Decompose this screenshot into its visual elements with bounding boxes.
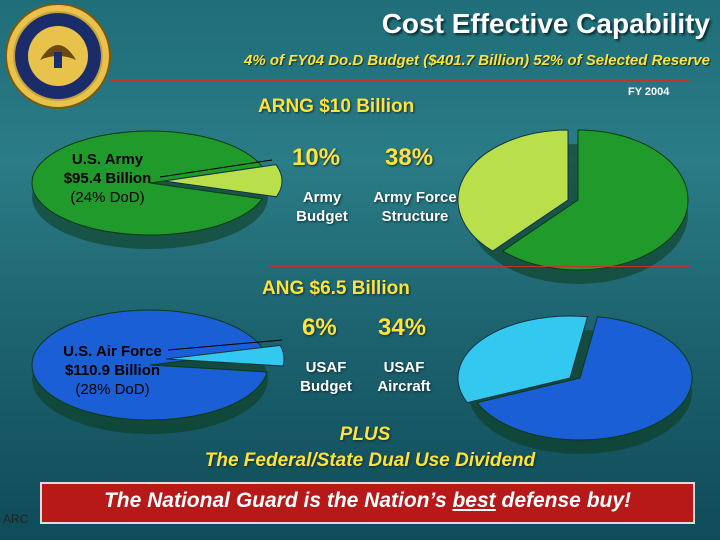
footer-label: ARC: [3, 512, 29, 526]
ang-pct2-label: USAF Aircraft: [364, 358, 444, 396]
ang-pct2-label-line1: USAF: [383, 359, 425, 376]
af-label-line2: $110.9 Billion: [64, 362, 161, 379]
leader-line-army: [159, 159, 273, 178]
army-label-line3: (24% DoD): [70, 189, 145, 206]
army-pie-label: U.S. Army $95.4 Billion (24% DoD): [50, 150, 165, 207]
army-budget-pie-slice-rest: [31, 130, 264, 236]
af-budget-pie-slice-rest: [31, 309, 268, 421]
army-label-line1: U.S. Army: [71, 151, 144, 168]
army-label-line2: $95.4 Billion: [63, 170, 152, 187]
banner-emph: best: [452, 489, 496, 512]
arng-pct2-label-line1: Army Force: [373, 189, 457, 206]
ang-pct1-label-line2: Budget: [300, 378, 352, 395]
af-aircraft-pie-slice-highlight: [457, 315, 589, 404]
banner-text: The National Guard is the Nation’s best …: [40, 489, 695, 513]
arng-pct1-label-line1: Army: [302, 189, 342, 206]
national-guard-seal-icon: [5, 3, 111, 109]
af-label-line1: U.S. Air Force: [63, 343, 162, 360]
arng-pct1: 10%: [292, 144, 341, 171]
arng-pct2-label: Army Force Structure: [360, 188, 470, 226]
ang-pct1: 6%: [302, 314, 337, 341]
ang-header: ANG $6.5 Billion: [262, 278, 410, 299]
af-label-line3: (28% DoD): [75, 381, 150, 398]
leader-line-af: [167, 339, 283, 351]
divider: [110, 80, 690, 81]
ang-pct1-label-line1: USAF: [305, 359, 347, 376]
arng-header: ARNG $10 Billion: [258, 96, 415, 117]
banner-box: [40, 482, 695, 524]
page-title: Cost Effective Capability: [381, 8, 710, 39]
ang-pct2-label-line2: Aircraft: [377, 378, 431, 395]
arng-pct2-label-line2: Structure: [381, 208, 449, 225]
ang-pct2: 34%: [378, 314, 427, 341]
page-subtitle: 4% of FY04 Do.D Budget ($401.7 Billion) …: [244, 52, 710, 69]
af-aircraft-pie-slice-rest: [476, 316, 693, 441]
section-divider: [270, 266, 690, 267]
ang-pct1-label: USAF Budget: [286, 358, 366, 396]
army-force-pie-slice-rest: [501, 129, 689, 271]
arng-pct1-label-line2: Budget: [296, 208, 348, 225]
banner-pre: The National Guard is the Nation’s: [103, 489, 453, 512]
dividend-line: The Federal/State Dual Use Dividend: [204, 450, 536, 471]
arng-pct2: 38%: [385, 144, 434, 171]
plus-line: PLUS: [339, 424, 391, 445]
army-budget-pie-slice-highlight: [163, 164, 283, 198]
fiscal-year: FY 2004: [628, 86, 670, 98]
banner-post: defense buy!: [495, 489, 632, 512]
army-force-pie-slice-highlight: [457, 129, 569, 252]
arng-pct1-label: Army Budget: [282, 188, 362, 226]
af-pie-label: U.S. Air Force $110.9 Billion (28% DoD): [50, 342, 175, 399]
af-budget-pie-slice-highlight: [165, 344, 285, 367]
